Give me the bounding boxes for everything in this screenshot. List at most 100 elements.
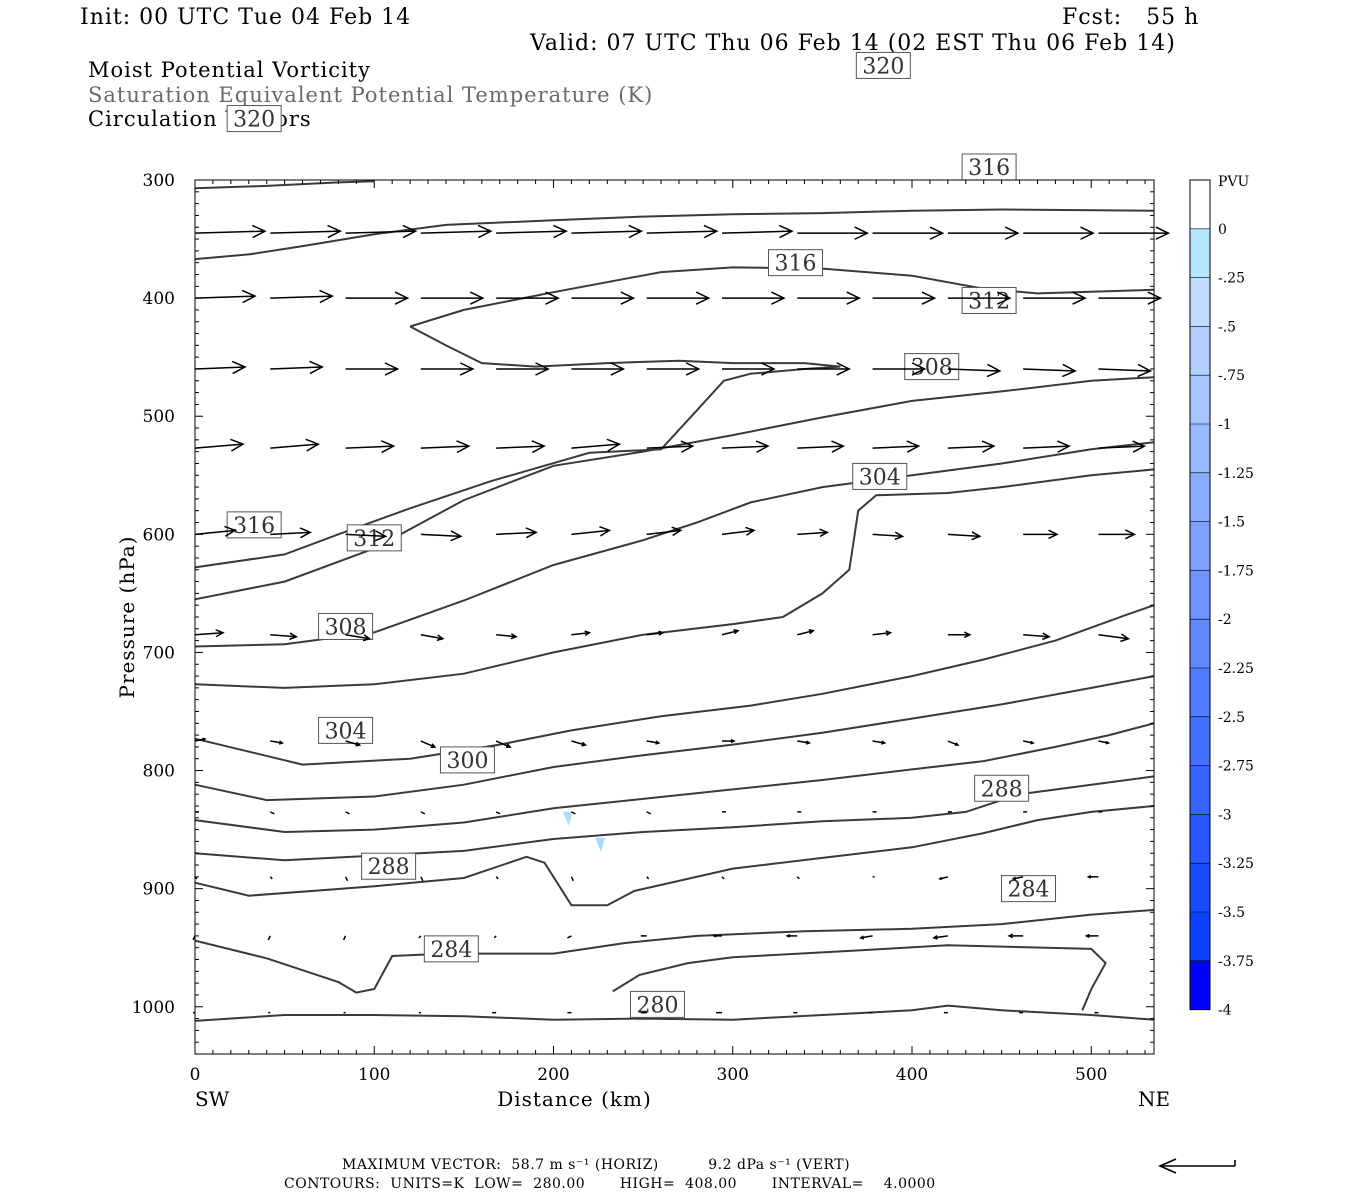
vector-4-5 [571,525,612,537]
contour-label-14-1: 320 [862,54,904,79]
vector-3-7 [721,440,770,453]
max-vector-head [1158,1158,1177,1174]
vector-head [305,438,321,452]
vector-3-4 [496,440,546,454]
vector-head [778,224,794,239]
vector-shaft [270,443,319,449]
vector-head [374,530,388,542]
vector-head [1137,363,1153,378]
vector-head [251,224,267,239]
vector-shaft [1023,368,1076,372]
x-tick-label-5: 500 [1075,1065,1107,1085]
vector-shaft [860,935,873,939]
contour-7 [194,604,1155,766]
vector-head [362,634,372,642]
contour-label-box-8-1 [852,462,908,490]
contour-labels: 280 284 284 288 288 300 304 304 308 308 312 312 316 3… [226,51,1057,1018]
y-tick-label-7: 1000 [132,998,175,1018]
vector-head [584,630,592,637]
contour-label-box-9-0 [318,612,374,640]
contour-label-box-13-0 [767,249,823,277]
vector-shaft [495,811,501,815]
vector-6-5 [571,740,588,747]
contour-label-9-0: 308 [325,615,367,640]
contour-label-box-10-0 [346,524,402,552]
contour-label-box-0-0 [629,990,685,1018]
valid-time: Valid: 07 UTC Thu 06 Feb 14 (02 EST Thu … [530,31,1176,56]
contour-info: CONTOURS: UNITS=K LOW= 280.00 HIGH= 408.… [284,1176,936,1192]
y-tick-label-3: 600 [143,525,175,545]
vector-head [929,226,945,240]
vector-shaft [797,740,810,744]
colorbar-swatch-10 [1190,668,1210,717]
colorbar-label-1: -.25 [1218,271,1245,287]
contour-label-4-0: 288 [981,777,1023,802]
vector-4-7 [721,526,756,536]
vector-shaft [646,876,650,880]
vector-5-7 [721,629,740,636]
colorbar-swatch-11 [1190,716,1210,766]
vector-head [805,740,811,745]
vector-0-4 [496,224,568,239]
vector-head [894,531,905,541]
vector-0-5 [571,224,644,239]
vector-6-12 [1098,740,1111,745]
vector-head [477,224,493,239]
vector-9-8 [785,933,798,938]
vector-8-12 [1086,874,1099,879]
x-tick-label-0: 0 [190,1065,201,1085]
contour-0 [194,1004,1155,1022]
vector-head [581,741,588,747]
vector-8-6 [646,876,650,880]
vector-2-1 [270,360,325,375]
vector-shaft [345,533,386,538]
colorbar-swatch-0 [1190,180,1210,229]
contour-label-box-9-1 [904,353,960,381]
contour-label-10-1: 312 [968,289,1010,314]
vector-shaft [571,740,586,746]
forecast-hour: Fcst: 55 h [1062,5,1200,30]
vector-head [289,632,299,641]
vector-head [215,629,225,638]
vector-head [1120,633,1131,643]
vector-head [1084,933,1090,939]
vector-1-5 [571,291,636,305]
vector-head [1011,876,1017,881]
vector-shaft [646,230,717,234]
contour-label-8-1: 304 [859,465,901,490]
vector-shaft [646,445,693,449]
contour-label-box-4-0 [974,774,1030,802]
vector-3-10 [947,440,996,453]
colorbar-swatch-9 [1190,619,1210,668]
contour-6 [194,675,1155,802]
vector-0-3 [420,224,493,239]
colorbar-swatch-6 [1190,472,1210,522]
vector-6-11 [1022,740,1035,745]
vector-head [620,291,636,305]
vector-2-3 [420,362,475,376]
contour-14 [194,208,1155,261]
vector-head [430,743,437,748]
vector-head [1007,933,1014,939]
vector-1-3 [420,291,485,305]
contour-label-box-14-0 [226,105,282,133]
vector-4-6 [646,526,683,537]
vector-head [846,291,862,305]
colorbar-swatch-2 [1190,277,1210,327]
contour-11 [194,365,841,569]
vector-2-6 [646,362,701,376]
vector-head [771,291,786,305]
vector-5-10 [947,631,972,639]
vector-shaft [571,811,576,815]
vector-6-7 [722,738,736,744]
colorbar-label-15: -3.75 [1218,954,1254,970]
vector-6-3 [420,740,437,748]
vector-9-1 [267,935,271,941]
contour-label-box-6-0 [439,746,495,774]
vector-8-2 [344,876,349,882]
vector-9-2 [342,935,347,941]
vector-shaft [947,740,959,746]
vector-8-4 [495,876,499,880]
vector-head [808,629,815,635]
vector-shaft [872,631,891,636]
